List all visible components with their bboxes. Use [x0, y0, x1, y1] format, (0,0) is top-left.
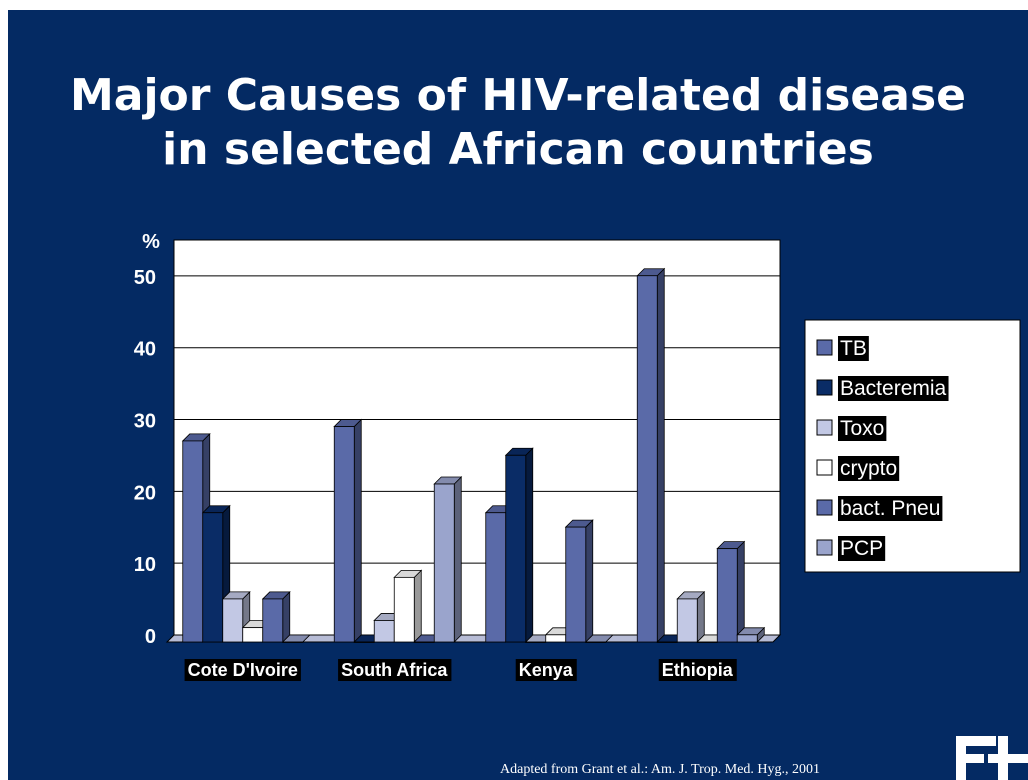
x-tick-label: Ethiopia: [662, 660, 734, 680]
bar: [485, 512, 507, 643]
bar: [656, 641, 678, 643]
plot-area: [173, 239, 781, 636]
y-tick-label: 50: [134, 267, 156, 289]
bar-side: [736, 540, 745, 643]
bar: [262, 598, 284, 643]
title-line-2: in selected African countries: [162, 124, 874, 175]
y-tick-label: 10: [134, 554, 156, 576]
bar: [282, 641, 304, 643]
title-line-1: Major Causes of HIV-related disease: [70, 70, 966, 121]
bar-side: [353, 418, 362, 643]
y-tick-label: 40: [134, 339, 156, 361]
bar: [222, 598, 244, 643]
legend-swatch: [816, 459, 833, 476]
bar: [182, 440, 204, 643]
logo-icon: [956, 736, 1028, 780]
bar: [242, 627, 264, 643]
legend-swatch: [816, 379, 833, 396]
legend-label-bg: [838, 376, 949, 401]
legend-swatch: [816, 539, 833, 556]
bar: [373, 620, 395, 643]
bar: [545, 634, 567, 643]
x-tick-label: South Africa: [341, 660, 448, 680]
legend: [804, 319, 1021, 573]
bar: [636, 275, 658, 643]
legend-label: bact. Pneu: [840, 497, 940, 520]
bar-side: [525, 447, 534, 643]
y-axis-label: %: [142, 231, 160, 253]
legend-label-bg: [838, 496, 943, 521]
x-tick-label: Kenya: [519, 660, 574, 680]
bar-side: [585, 519, 594, 643]
bar: [333, 426, 355, 643]
bar-side: [453, 476, 462, 643]
bar: [565, 526, 587, 643]
x-tick-label-bg: [184, 659, 301, 681]
bar: [585, 641, 607, 643]
bar: [716, 548, 738, 643]
legend-swatch: [816, 339, 833, 356]
bar: [736, 634, 758, 643]
bar: [393, 576, 415, 643]
y-tick-label: 30: [134, 411, 156, 433]
bar-side: [282, 590, 291, 643]
y-tick-label: 20: [134, 482, 156, 504]
slide: Major Causes of HIV-related disease in s…: [8, 10, 1028, 780]
bar: [525, 641, 547, 643]
legend-label-bg: [838, 536, 886, 561]
bar: [676, 598, 698, 643]
bar-side: [413, 569, 422, 643]
bar: [413, 641, 435, 643]
bar: [202, 512, 224, 643]
legend-label: Bacteremia: [840, 377, 947, 400]
legend-label: PCP: [840, 537, 883, 560]
bar-side: [696, 590, 705, 643]
x-tick-label: Cote D'Ivoire: [188, 660, 298, 680]
bar: [505, 454, 527, 643]
legend-label: TB: [840, 337, 867, 360]
legend-label: Toxo: [840, 417, 884, 440]
y-tick-label: 0: [145, 626, 156, 648]
legend-label-bg: [838, 456, 900, 481]
legend-label: crypto: [840, 457, 897, 480]
bar-chart: 0 10 20 30 40 50% Cote D'Ivoire South Africa Ken…: [134, 231, 1021, 681]
x-tick-label-bg: [515, 659, 577, 681]
x-tick-label-bg: [338, 659, 452, 681]
bar: [353, 641, 375, 643]
legend-swatch: [816, 499, 833, 516]
x-tick-label-bg: [658, 659, 737, 681]
bar: [433, 483, 455, 643]
legend-label-bg: [838, 336, 869, 361]
bar: [696, 641, 718, 643]
bar-side: [656, 267, 665, 643]
legend-swatch: [816, 419, 833, 436]
legend-label-bg: [838, 416, 887, 441]
source-citation: Adapted from Grant et al.: Am. J. Trop. …: [500, 762, 821, 777]
